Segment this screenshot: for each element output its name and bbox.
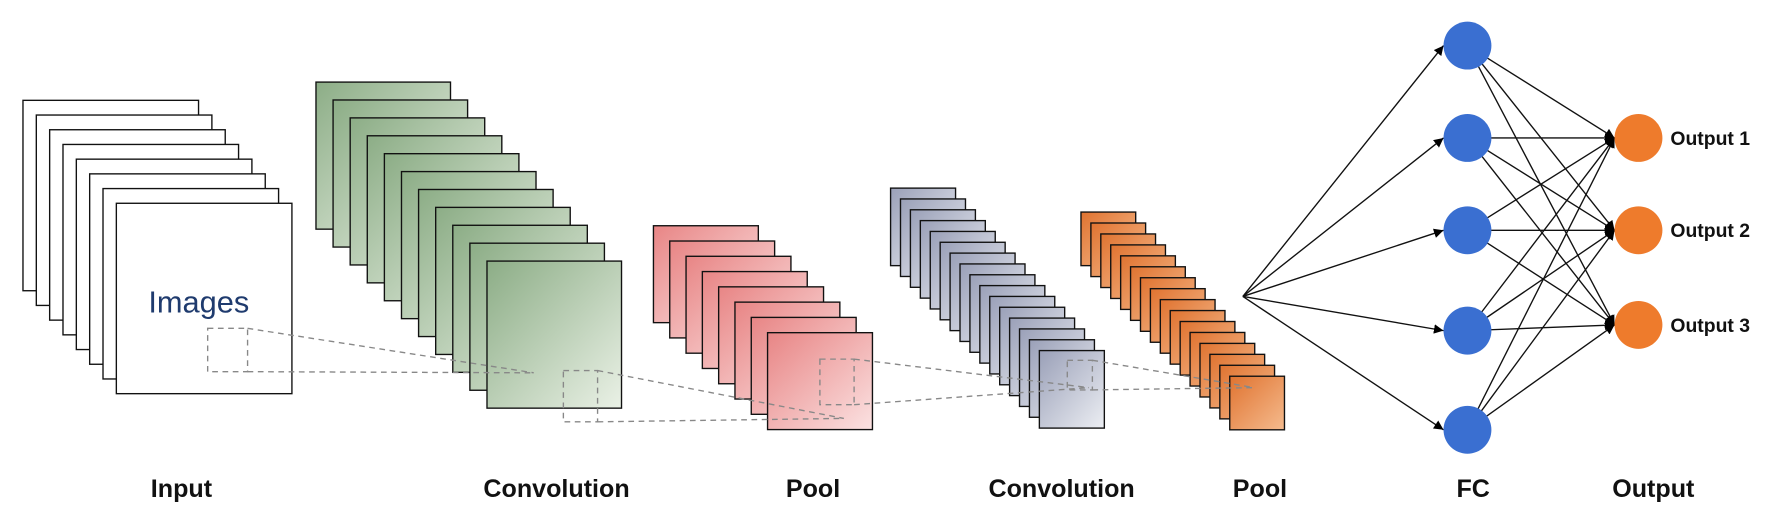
- fc-node: [1443, 114, 1492, 162]
- output-label: Output 2: [1670, 220, 1750, 242]
- feature-map: [486, 260, 623, 409]
- stage-label: Convolution: [988, 475, 1134, 503]
- connection: [1466, 137, 1616, 332]
- output-label: Output 1: [1670, 128, 1750, 150]
- connection: [1467, 45, 1615, 139]
- stage-label: FC: [1456, 475, 1489, 503]
- projection-line: [854, 358, 1090, 389]
- fc-node: [1443, 206, 1492, 255]
- receptive-field: [1066, 359, 1094, 391]
- connection: [1466, 45, 1616, 326]
- connection: [1467, 229, 1615, 326]
- connection: [1242, 137, 1444, 297]
- projection-line: [247, 370, 534, 374]
- receptive-field: [206, 327, 249, 373]
- output-node: [1614, 114, 1663, 162]
- output-label: Output 3: [1670, 315, 1750, 337]
- connection: [1242, 295, 1444, 431]
- fc-node: [1443, 405, 1492, 454]
- connection: [1466, 229, 1616, 431]
- image-text: Images: [148, 284, 249, 319]
- connection: [1467, 320, 1615, 332]
- fc-node: [1443, 21, 1492, 70]
- output-node: [1614, 206, 1663, 255]
- fc-node: [1443, 306, 1492, 355]
- output-node: [1614, 300, 1663, 349]
- projection-line: [854, 386, 1090, 406]
- projection-line: [247, 327, 534, 374]
- projection-line: [597, 417, 844, 423]
- layers: [22, 81, 1286, 431]
- stage-label: Input: [151, 475, 213, 503]
- connection: [1467, 137, 1615, 231]
- projection-line: [597, 369, 844, 420]
- connection: [1466, 137, 1616, 431]
- stage-label: Convolution: [483, 475, 629, 503]
- connection: [1467, 229, 1615, 332]
- projection-line: [1092, 386, 1255, 391]
- stage-label: Output: [1612, 475, 1695, 503]
- stage-label: Pool: [1233, 475, 1287, 503]
- connection: [1467, 324, 1615, 431]
- receptive-field: [819, 358, 855, 406]
- projection-line: [1092, 359, 1255, 389]
- connection: [1466, 137, 1616, 326]
- connection: [1242, 295, 1444, 334]
- feature-map: [115, 202, 293, 395]
- connection: [1242, 228, 1444, 298]
- connection: [1242, 45, 1445, 297]
- stage-label: Pool: [786, 475, 840, 503]
